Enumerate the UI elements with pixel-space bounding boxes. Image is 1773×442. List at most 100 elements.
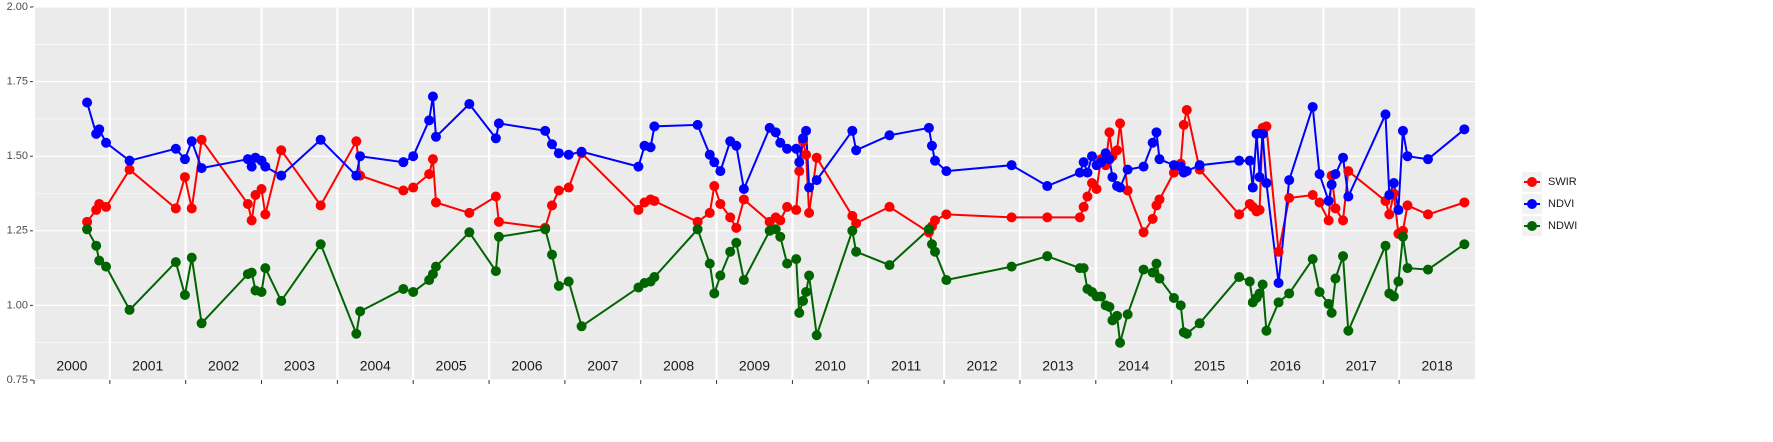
point: [1115, 118, 1126, 129]
point: [170, 203, 181, 214]
x-tick-label: 2018: [1422, 358, 1453, 374]
point: [1091, 184, 1102, 195]
point: [649, 195, 660, 206]
point: [91, 240, 102, 251]
point: [738, 275, 749, 286]
point: [563, 149, 574, 160]
point: [1042, 181, 1053, 192]
point: [430, 131, 441, 142]
point: [804, 207, 815, 218]
point: [1307, 254, 1318, 265]
point: [256, 286, 267, 297]
point: [782, 201, 793, 212]
x-tick-label: 2012: [966, 358, 997, 374]
point: [1042, 212, 1053, 223]
point: [1154, 273, 1165, 284]
point: [1388, 291, 1399, 302]
point: [276, 145, 287, 156]
point: [179, 154, 190, 165]
point: [351, 136, 362, 147]
point: [493, 231, 504, 242]
point: [1096, 291, 1107, 302]
point: [179, 172, 190, 183]
point: [930, 215, 941, 226]
x-tick-label: 2014: [1118, 358, 1149, 374]
point: [1234, 272, 1245, 283]
legend-label: NDWI: [1548, 220, 1577, 232]
point: [704, 149, 715, 160]
point: [1107, 172, 1118, 183]
point: [1261, 325, 1272, 336]
point: [1323, 195, 1334, 206]
point: [649, 121, 660, 132]
point: [645, 142, 656, 153]
point: [427, 91, 438, 102]
point: [464, 207, 475, 218]
point: [490, 133, 501, 144]
x-tick-label: 2001: [132, 358, 163, 374]
point: [1330, 169, 1341, 180]
point: [1254, 172, 1265, 183]
x-tick-label: 2006: [511, 358, 542, 374]
point: [242, 198, 253, 209]
point: [1261, 178, 1272, 189]
point: [1154, 154, 1165, 165]
point: [1078, 201, 1089, 212]
point: [1261, 121, 1272, 132]
point: [811, 330, 822, 341]
y-tick-label: 1.25: [7, 225, 28, 237]
legend-label: SWIR: [1548, 176, 1577, 188]
point: [1459, 124, 1470, 135]
point: [1147, 267, 1158, 278]
point: [731, 237, 742, 248]
point: [847, 125, 858, 136]
y-tick-label: 1.00: [7, 299, 28, 311]
point: [1151, 127, 1162, 138]
point: [82, 224, 93, 235]
x-tick-label: 2011: [891, 358, 921, 374]
point: [1402, 151, 1413, 162]
point: [1147, 137, 1158, 148]
y-tick-label: 2.00: [7, 1, 28, 13]
point: [884, 130, 895, 141]
point: [315, 134, 326, 145]
point: [82, 216, 93, 227]
point: [775, 215, 786, 226]
point: [276, 295, 287, 306]
point: [547, 249, 558, 260]
point: [553, 148, 564, 159]
point: [553, 185, 564, 196]
x-tick-label: 2008: [663, 358, 694, 374]
point: [715, 270, 726, 281]
point: [1082, 191, 1093, 202]
point: [408, 286, 419, 297]
point: [398, 157, 409, 168]
point: [1307, 189, 1318, 200]
point: [490, 191, 501, 202]
point: [941, 275, 952, 286]
point: [1168, 292, 1179, 303]
point: [1112, 310, 1123, 321]
point: [1323, 298, 1334, 309]
point: [775, 137, 786, 148]
x-tick-label: 2005: [436, 358, 467, 374]
point: [1122, 185, 1133, 196]
point: [124, 164, 135, 175]
point: [186, 252, 197, 263]
y-tick-label: 1.75: [7, 76, 28, 88]
point: [804, 182, 815, 193]
point: [1284, 175, 1295, 186]
point: [1397, 231, 1408, 242]
point: [923, 224, 934, 235]
point: [851, 246, 862, 257]
point: [260, 161, 271, 172]
point: [738, 194, 749, 205]
point: [1422, 209, 1433, 220]
point: [1006, 212, 1017, 223]
point: [1115, 337, 1126, 348]
point: [1234, 155, 1245, 166]
point: [246, 161, 257, 172]
point: [1104, 301, 1115, 312]
point: [709, 288, 720, 299]
